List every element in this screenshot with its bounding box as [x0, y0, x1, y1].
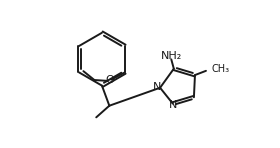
- Text: N: N: [169, 100, 178, 110]
- Text: NH₂: NH₂: [161, 51, 182, 61]
- Text: N: N: [153, 82, 162, 92]
- Text: CH₃: CH₃: [212, 64, 230, 74]
- Text: O: O: [105, 75, 114, 85]
